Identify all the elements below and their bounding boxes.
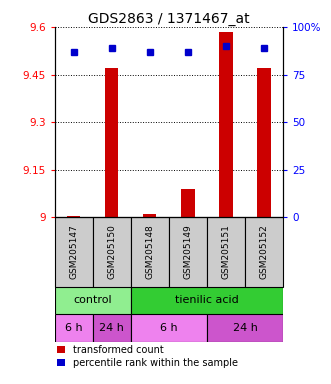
Bar (93, 314, 131, 342)
Bar (55, 286, 131, 314)
Bar (245, 217, 283, 286)
Bar (207, 217, 245, 286)
Bar (131, 217, 169, 286)
Text: GSM205147: GSM205147 (69, 225, 78, 280)
Bar (55, 217, 93, 286)
Text: 24 h: 24 h (232, 323, 258, 333)
Bar (131, 286, 283, 314)
Text: 6 h: 6 h (65, 323, 82, 333)
Text: GSM205152: GSM205152 (260, 225, 268, 280)
Bar (131, 314, 207, 342)
Text: GSM205151: GSM205151 (221, 225, 230, 280)
Bar (105, 68, 118, 217)
Bar (169, 217, 207, 286)
Bar (181, 189, 195, 217)
Bar (207, 314, 283, 342)
Title: GDS2863 / 1371467_at: GDS2863 / 1371467_at (88, 12, 250, 26)
Bar (55, 314, 93, 342)
Text: GSM205149: GSM205149 (183, 225, 192, 280)
Bar (219, 31, 233, 217)
Text: GSM205150: GSM205150 (107, 225, 116, 280)
Text: 24 h: 24 h (99, 323, 124, 333)
Bar (143, 214, 157, 217)
Text: GSM205148: GSM205148 (145, 225, 154, 280)
Bar (67, 216, 80, 217)
Legend: transformed count, percentile rank within the sample: transformed count, percentile rank withi… (57, 345, 238, 368)
Bar (93, 217, 131, 286)
Text: tienilic acid: tienilic acid (175, 296, 239, 306)
Text: control: control (73, 296, 112, 306)
Text: 6 h: 6 h (160, 323, 178, 333)
Bar (257, 68, 271, 217)
